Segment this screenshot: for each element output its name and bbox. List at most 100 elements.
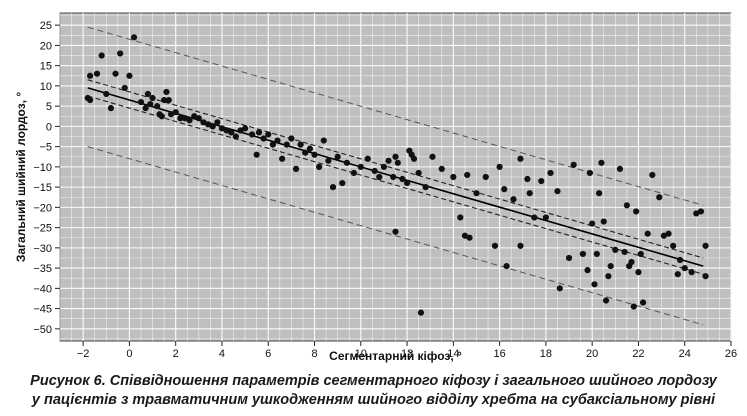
x-tick-label: 14 xyxy=(447,348,459,360)
data-point xyxy=(112,70,119,77)
data-point xyxy=(547,169,554,177)
data-point xyxy=(195,115,202,122)
data-point xyxy=(311,151,318,158)
data-point xyxy=(607,262,614,270)
y-tick-label: −10 xyxy=(33,162,52,174)
data-point xyxy=(457,214,464,221)
data-point xyxy=(292,165,300,173)
y-tick-label: −20 xyxy=(33,202,52,214)
data-point xyxy=(630,303,637,310)
data-point xyxy=(161,96,168,104)
data-point xyxy=(186,117,193,124)
data-point xyxy=(86,72,94,79)
x-tick-label: 0 xyxy=(126,348,132,360)
data-point xyxy=(107,105,115,112)
x-tick-label: 2 xyxy=(173,348,179,360)
x-tick-label: 16 xyxy=(493,348,505,360)
x-tick-label: 10 xyxy=(355,348,367,360)
data-point xyxy=(265,131,272,138)
data-point xyxy=(232,133,239,140)
data-point xyxy=(253,151,260,158)
data-point xyxy=(117,50,124,57)
data-point xyxy=(554,188,561,195)
data-point xyxy=(538,177,545,185)
caption-line-1: Рисунок 6. Співвідношення параметрів сег… xyxy=(30,373,717,389)
x-tick-label: 20 xyxy=(586,348,598,360)
data-point xyxy=(98,52,105,59)
data-point xyxy=(147,101,154,108)
data-point xyxy=(665,230,672,237)
data-point xyxy=(639,299,647,306)
data-point xyxy=(623,202,630,209)
data-point xyxy=(93,70,101,77)
data-point xyxy=(320,137,327,144)
data-point xyxy=(279,155,286,162)
data-point xyxy=(579,250,587,258)
y-axis-label: Загальний шийний лордоз, ° xyxy=(14,92,28,263)
data-point xyxy=(565,254,573,262)
data-point xyxy=(103,90,110,98)
x-tick-label: 26 xyxy=(725,348,737,360)
data-point xyxy=(693,210,700,217)
x-tick-label: 6 xyxy=(265,348,271,360)
x-axis-label: Сегментарний кіфоз, ° xyxy=(329,349,462,363)
data-point xyxy=(496,163,503,170)
caption-line-2: у пацієнтів з травматичним ушкодженням ш… xyxy=(31,392,716,408)
data-point xyxy=(399,175,406,183)
data-point xyxy=(228,129,235,136)
y-tick-label: −35 xyxy=(33,263,52,275)
x-tick-label: 4 xyxy=(219,348,225,360)
y-tick-label: 10 xyxy=(40,81,52,93)
data-point xyxy=(255,129,263,136)
data-point xyxy=(503,262,510,270)
data-point xyxy=(392,153,399,160)
data-point xyxy=(158,113,165,120)
x-tick-label: 22 xyxy=(632,348,644,360)
data-point xyxy=(616,165,624,173)
data-point xyxy=(86,96,94,104)
data-point xyxy=(531,214,538,221)
data-point xyxy=(593,250,600,258)
data-point xyxy=(181,115,189,122)
data-point xyxy=(598,159,605,166)
data-point xyxy=(612,246,619,253)
data-point xyxy=(316,163,323,170)
data-point xyxy=(297,141,304,148)
data-point xyxy=(339,179,346,187)
data-point xyxy=(274,137,281,144)
data-point xyxy=(364,155,371,162)
y-tick-label: 15 xyxy=(40,61,52,73)
data-point xyxy=(461,232,469,239)
data-point xyxy=(260,135,267,142)
data-point xyxy=(674,271,681,278)
data-point xyxy=(130,34,138,41)
data-point xyxy=(283,141,290,148)
data-point xyxy=(385,157,392,164)
data-point xyxy=(357,163,364,170)
data-point xyxy=(343,159,351,166)
data-point xyxy=(191,113,198,120)
data-point xyxy=(584,267,591,274)
y-tick-label: −40 xyxy=(33,283,52,295)
data-point xyxy=(702,242,709,249)
data-point xyxy=(144,90,152,98)
data-point xyxy=(637,250,644,258)
data-point xyxy=(165,96,172,104)
data-point xyxy=(288,135,295,142)
data-point xyxy=(589,220,596,227)
data-point xyxy=(334,153,341,160)
data-point xyxy=(237,127,244,134)
figure-caption: Рисунок 6. Співвідношення параметрів сег… xyxy=(0,372,747,410)
data-point xyxy=(392,228,399,235)
x-tick-label: −2 xyxy=(77,348,90,360)
data-point xyxy=(676,256,684,264)
data-point xyxy=(670,242,677,249)
data-point xyxy=(121,84,128,92)
data-point xyxy=(602,297,610,304)
data-point xyxy=(142,105,149,112)
y-tick-label: 20 xyxy=(40,40,52,52)
confidence-band-upper xyxy=(87,79,704,259)
data-point xyxy=(417,309,425,316)
y-tick-label: 5 xyxy=(46,101,52,113)
data-point xyxy=(163,88,170,96)
